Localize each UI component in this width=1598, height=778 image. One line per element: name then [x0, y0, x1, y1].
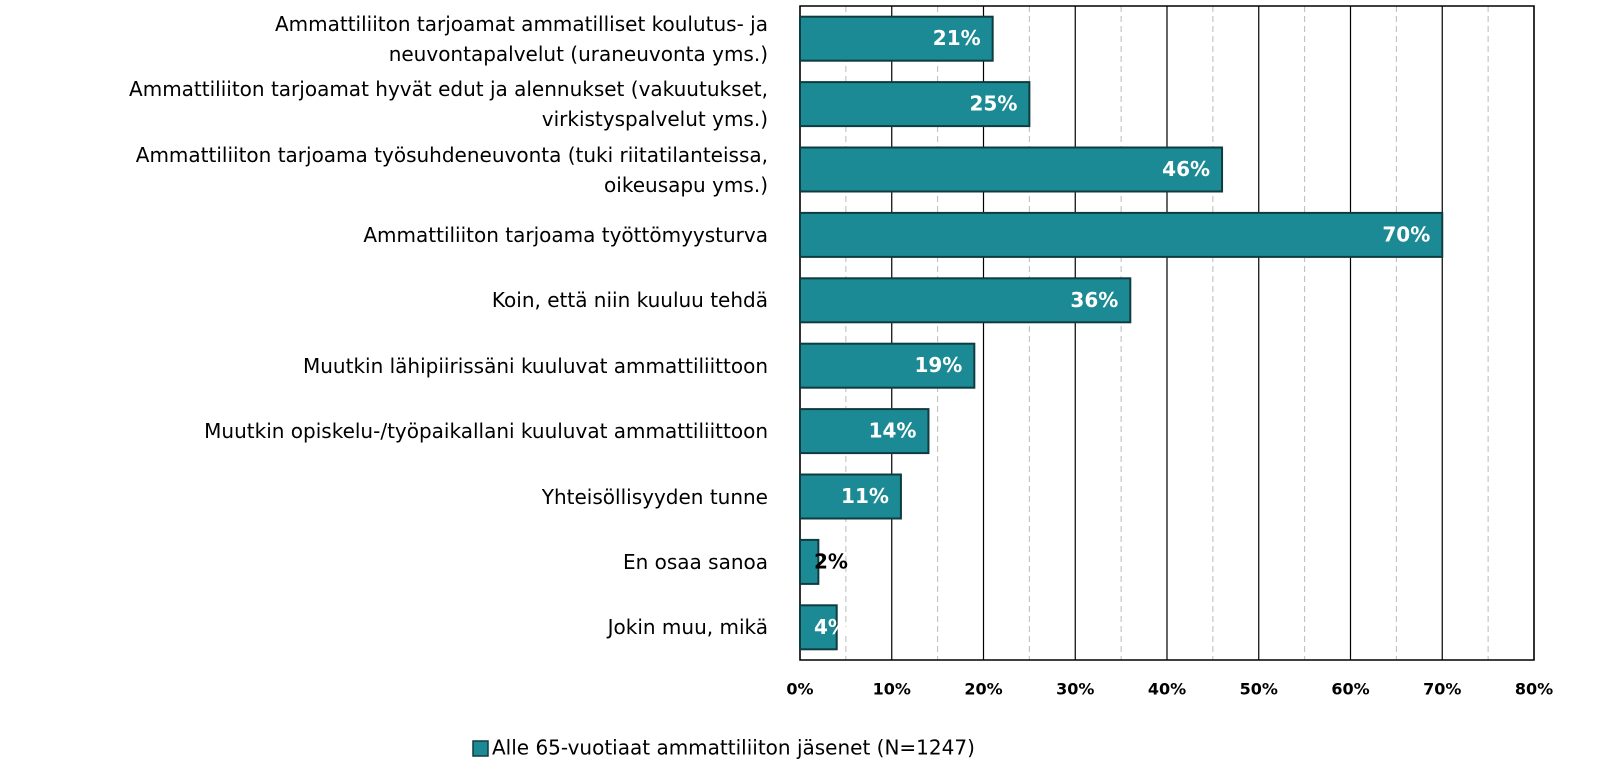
category-label: En osaa sanoa: [622, 549, 768, 574]
x-tick-label: 40%: [1148, 680, 1186, 699]
category-label: Jokin muu, mikä: [607, 615, 768, 640]
value-label: 19%: [914, 353, 962, 377]
category-label: Ammattiliiton tarjoamat hyvät edut ja al…: [129, 77, 768, 132]
category-label: Yhteisöllisyyden tunne: [541, 484, 768, 509]
value-label: 70%: [1382, 222, 1430, 246]
x-tick-label: 70%: [1423, 680, 1461, 699]
legend-swatch: [472, 740, 489, 757]
bar: [799, 277, 1132, 324]
category-label: Ammattiliiton tarjoama työsuhdeneuvonta …: [135, 142, 768, 197]
value-label: 36%: [1070, 288, 1118, 312]
x-tick-label: 0%: [786, 680, 813, 699]
value-label: 21%: [933, 26, 981, 50]
bar: [799, 81, 1031, 128]
x-tick-label: 30%: [1056, 680, 1094, 699]
bar: [799, 15, 994, 62]
x-tick-label: 10%: [873, 680, 911, 699]
value-label: 11%: [841, 484, 889, 508]
x-tick-label: 80%: [1515, 680, 1553, 699]
bar: [799, 146, 1224, 193]
value-label: 4%: [814, 615, 848, 639]
value-label: 14%: [869, 419, 917, 443]
x-tick-label: 20%: [964, 680, 1002, 699]
x-tick-label: 50%: [1240, 680, 1278, 699]
category-label: Muutkin opiskelu-/työpaikallani kuuluvat…: [204, 419, 768, 444]
bar: [799, 342, 976, 389]
bar: [799, 408, 930, 455]
bar: [799, 604, 838, 651]
x-tick-label: 60%: [1331, 680, 1369, 699]
bar: [799, 211, 1444, 258]
value-label: 25%: [970, 92, 1018, 116]
bar: [799, 538, 820, 585]
value-label: 2%: [814, 549, 848, 573]
category-label: Ammattiliiton tarjoamat ammatilliset kou…: [274, 11, 768, 66]
category-label: Koin, että niin kuuluu tehdä: [491, 288, 768, 313]
plot-frame: [799, 5, 1535, 661]
bar: [799, 473, 902, 520]
category-label: Ammattiliiton tarjoama työttömyysturva: [363, 222, 768, 247]
value-label: 46%: [1162, 157, 1210, 181]
legend-label: Alle 65-vuotiaat ammattiliiton jäsenet (…: [492, 736, 975, 760]
category-label: Muutkin lähipiirissäni kuuluvat ammattil…: [303, 353, 768, 378]
